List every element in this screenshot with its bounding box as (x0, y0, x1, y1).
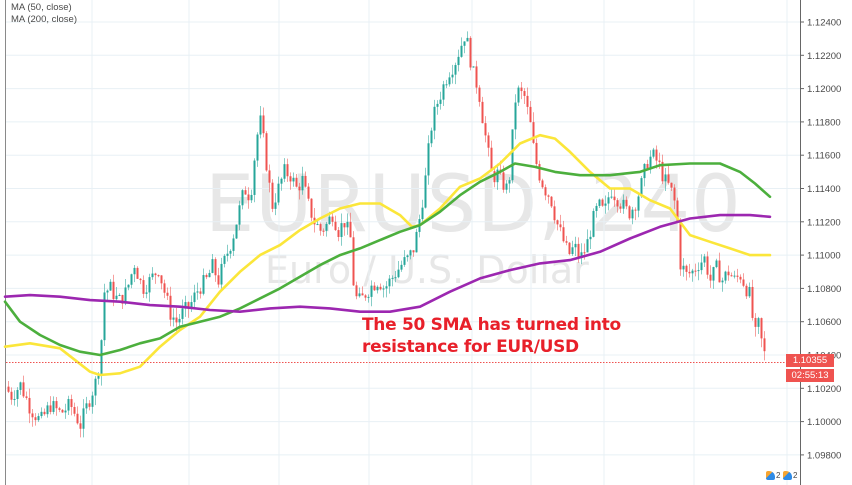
alerts-badge-2[interactable]: 2 (783, 471, 797, 480)
price-tick-label: 1.10800 (807, 284, 841, 295)
tradingview-icon (766, 471, 775, 480)
price-tick-label: 1.11000 (807, 251, 841, 262)
price-tick-label: 1.12000 (807, 84, 841, 95)
annotation-line-1: The 50 SMA has turned into (362, 315, 621, 335)
price-tick-label: 1.10600 (807, 317, 841, 328)
bar-countdown-label: 02:55:13 (786, 369, 834, 382)
tradingview-icon (783, 471, 792, 480)
price-tick-label: 1.11400 (807, 184, 841, 195)
moving-average-lines (3, 133, 772, 377)
grid-lines (5, 0, 800, 485)
price-tick-label: 1.10200 (807, 384, 841, 395)
annotation-line-2: resistance for EUR/USD (362, 337, 579, 357)
alerts-badge-1[interactable]: 2 (766, 471, 780, 480)
price-tick-label: 1.10000 (807, 417, 841, 428)
legend-item-ma50[interactable]: MA (50, close) (11, 2, 72, 13)
indicator-legend: MA (50, close) MA (200, close) (11, 2, 77, 25)
legend-item-ma200[interactable]: MA (200, close) (11, 13, 77, 25)
last-price-label: 1.10355 (786, 354, 834, 367)
candles (7, 31, 766, 438)
price-tick-label: 1.12400 (807, 18, 841, 29)
price-tick-label: 1.11200 (807, 217, 841, 228)
price-tick-label: 1.11800 (807, 117, 841, 128)
price-tick-label: 1.11600 (807, 151, 841, 162)
chart-annotation: The 50 SMA has turned into resistance fo… (362, 314, 621, 358)
price-tick-label: 1.12200 (807, 51, 841, 62)
price-tick-label: 1.09800 (807, 450, 841, 461)
price-axis[interactable]: 1.12400 1.12200 1.12000 1.11800 1.11600 1.114… (800, 0, 852, 485)
